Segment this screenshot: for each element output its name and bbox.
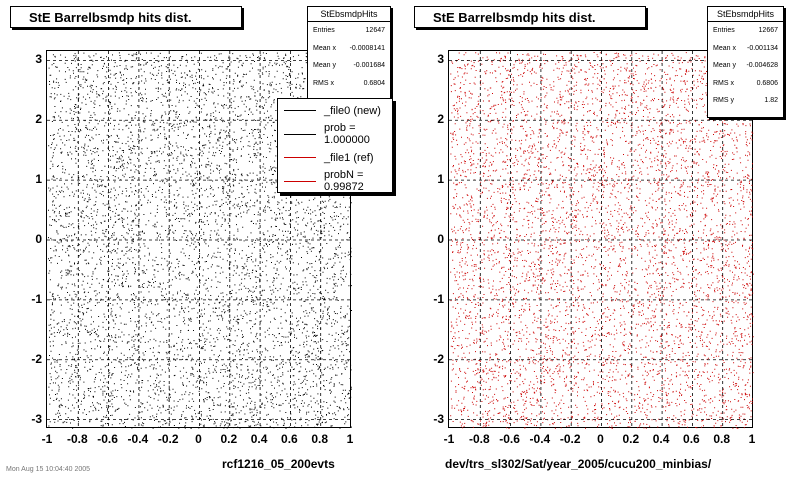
x-tick-label: 0.6 — [281, 432, 298, 446]
x-tick-label: 0.6 — [683, 432, 700, 446]
right-stats-box: StEbsmdpHits Entries 12667 Mean x -0.00113… — [707, 6, 784, 118]
stats-row: Mean y -0.001684 — [313, 62, 385, 69]
legend-entry: probN = 0.99872 — [278, 169, 392, 192]
y-tick-label: 1 — [437, 172, 444, 187]
right-scatter — [449, 51, 754, 429]
y-tick-label: -1 — [433, 291, 444, 306]
left-legend: _file0 (new) prob = 1.000000 _file1 (ref… — [277, 98, 393, 193]
x-tick-label: -0.8 — [468, 432, 490, 446]
stats-row: Mean x -0.001134 — [713, 44, 778, 52]
stats-row: Mean x -0.0008141 — [313, 44, 385, 52]
right-x-axis-label: dev/trs_sl302/Sat/year_2005/cucu200_minb… — [445, 457, 712, 471]
x-tick-label: -1 — [41, 432, 53, 446]
legend-swatch — [284, 180, 316, 182]
x-tick-label: 1 — [346, 432, 354, 446]
x-tick-label: -1 — [443, 432, 455, 446]
x-tick-label: 0.4 — [652, 432, 670, 446]
y-tick-label: -1 — [31, 291, 42, 306]
stats-row: RMS x 0.6806 — [713, 79, 778, 87]
y-tick-label: 3 — [437, 52, 444, 67]
legend-entry: _file0 (new) — [278, 99, 392, 123]
x-tick-label: 1 — [748, 432, 756, 446]
x-tick-label: 0.8 — [713, 432, 731, 446]
x-tick-label: -0.2 — [559, 432, 581, 446]
stats-row: Mean y -0.004628 — [713, 62, 778, 69]
y-tick-label: 2 — [35, 112, 42, 127]
stats-row: Entries 12667 — [713, 27, 778, 34]
y-tick-label: 1 — [35, 172, 42, 187]
x-tick-label: -0.2 — [157, 432, 179, 446]
right-title: StE Barrelbsmdp hits dist. — [414, 6, 646, 28]
scatter-points — [48, 52, 352, 429]
y-tick-label: 0 — [437, 232, 444, 246]
x-tick-label: 0 — [195, 432, 202, 446]
legend-swatch — [284, 110, 316, 112]
x-tick-label: -0.4 — [529, 432, 551, 446]
x-tick-label: 0.4 — [250, 432, 268, 446]
x-tick-label: -0.4 — [127, 432, 149, 446]
x-tick-label: 0.2 — [622, 432, 640, 446]
legend-entry: _file1 (ref) — [278, 146, 392, 170]
y-tick-label: -2 — [433, 351, 444, 366]
x-tick-label: 0.2 — [220, 432, 238, 446]
y-tick-label: 3 — [35, 52, 42, 67]
left-title: StE Barrelbsmdp hits dist. — [10, 6, 242, 28]
x-tick-label: 0.8 — [311, 432, 329, 446]
stats-name: StEbsmdpHits — [708, 7, 783, 22]
x-tick-label: -0.6 — [499, 432, 520, 446]
y-tick-label: -2 — [31, 351, 42, 366]
stats-row: RMS y 1.82 — [713, 97, 778, 104]
stats-row: Entries 12647 — [313, 27, 385, 34]
left-x-axis-label: rcf1216_05_200evts — [222, 457, 335, 471]
legend-entry: prob = 1.000000 — [278, 122, 392, 146]
y-tick-label: 0 — [35, 232, 42, 246]
left-scatter — [47, 51, 352, 429]
stats-name: StEbsmdpHits — [308, 7, 390, 22]
right-plot-frame — [448, 50, 754, 429]
x-tick-label: -0.6 — [97, 432, 118, 446]
stats-row: RMS x 0.6804 — [313, 79, 385, 87]
y-tick-label: -3 — [433, 411, 444, 426]
x-tick-label: -0.8 — [66, 432, 88, 446]
x-tick-label: 0 — [597, 432, 604, 446]
y-tick-label: 2 — [437, 112, 444, 127]
legend-swatch — [284, 133, 316, 135]
y-tick-label: -3 — [31, 411, 42, 426]
footer-timestamp: Mon Aug 15 10:04:40 2005 — [6, 466, 91, 473]
legend-swatch — [284, 157, 316, 159]
